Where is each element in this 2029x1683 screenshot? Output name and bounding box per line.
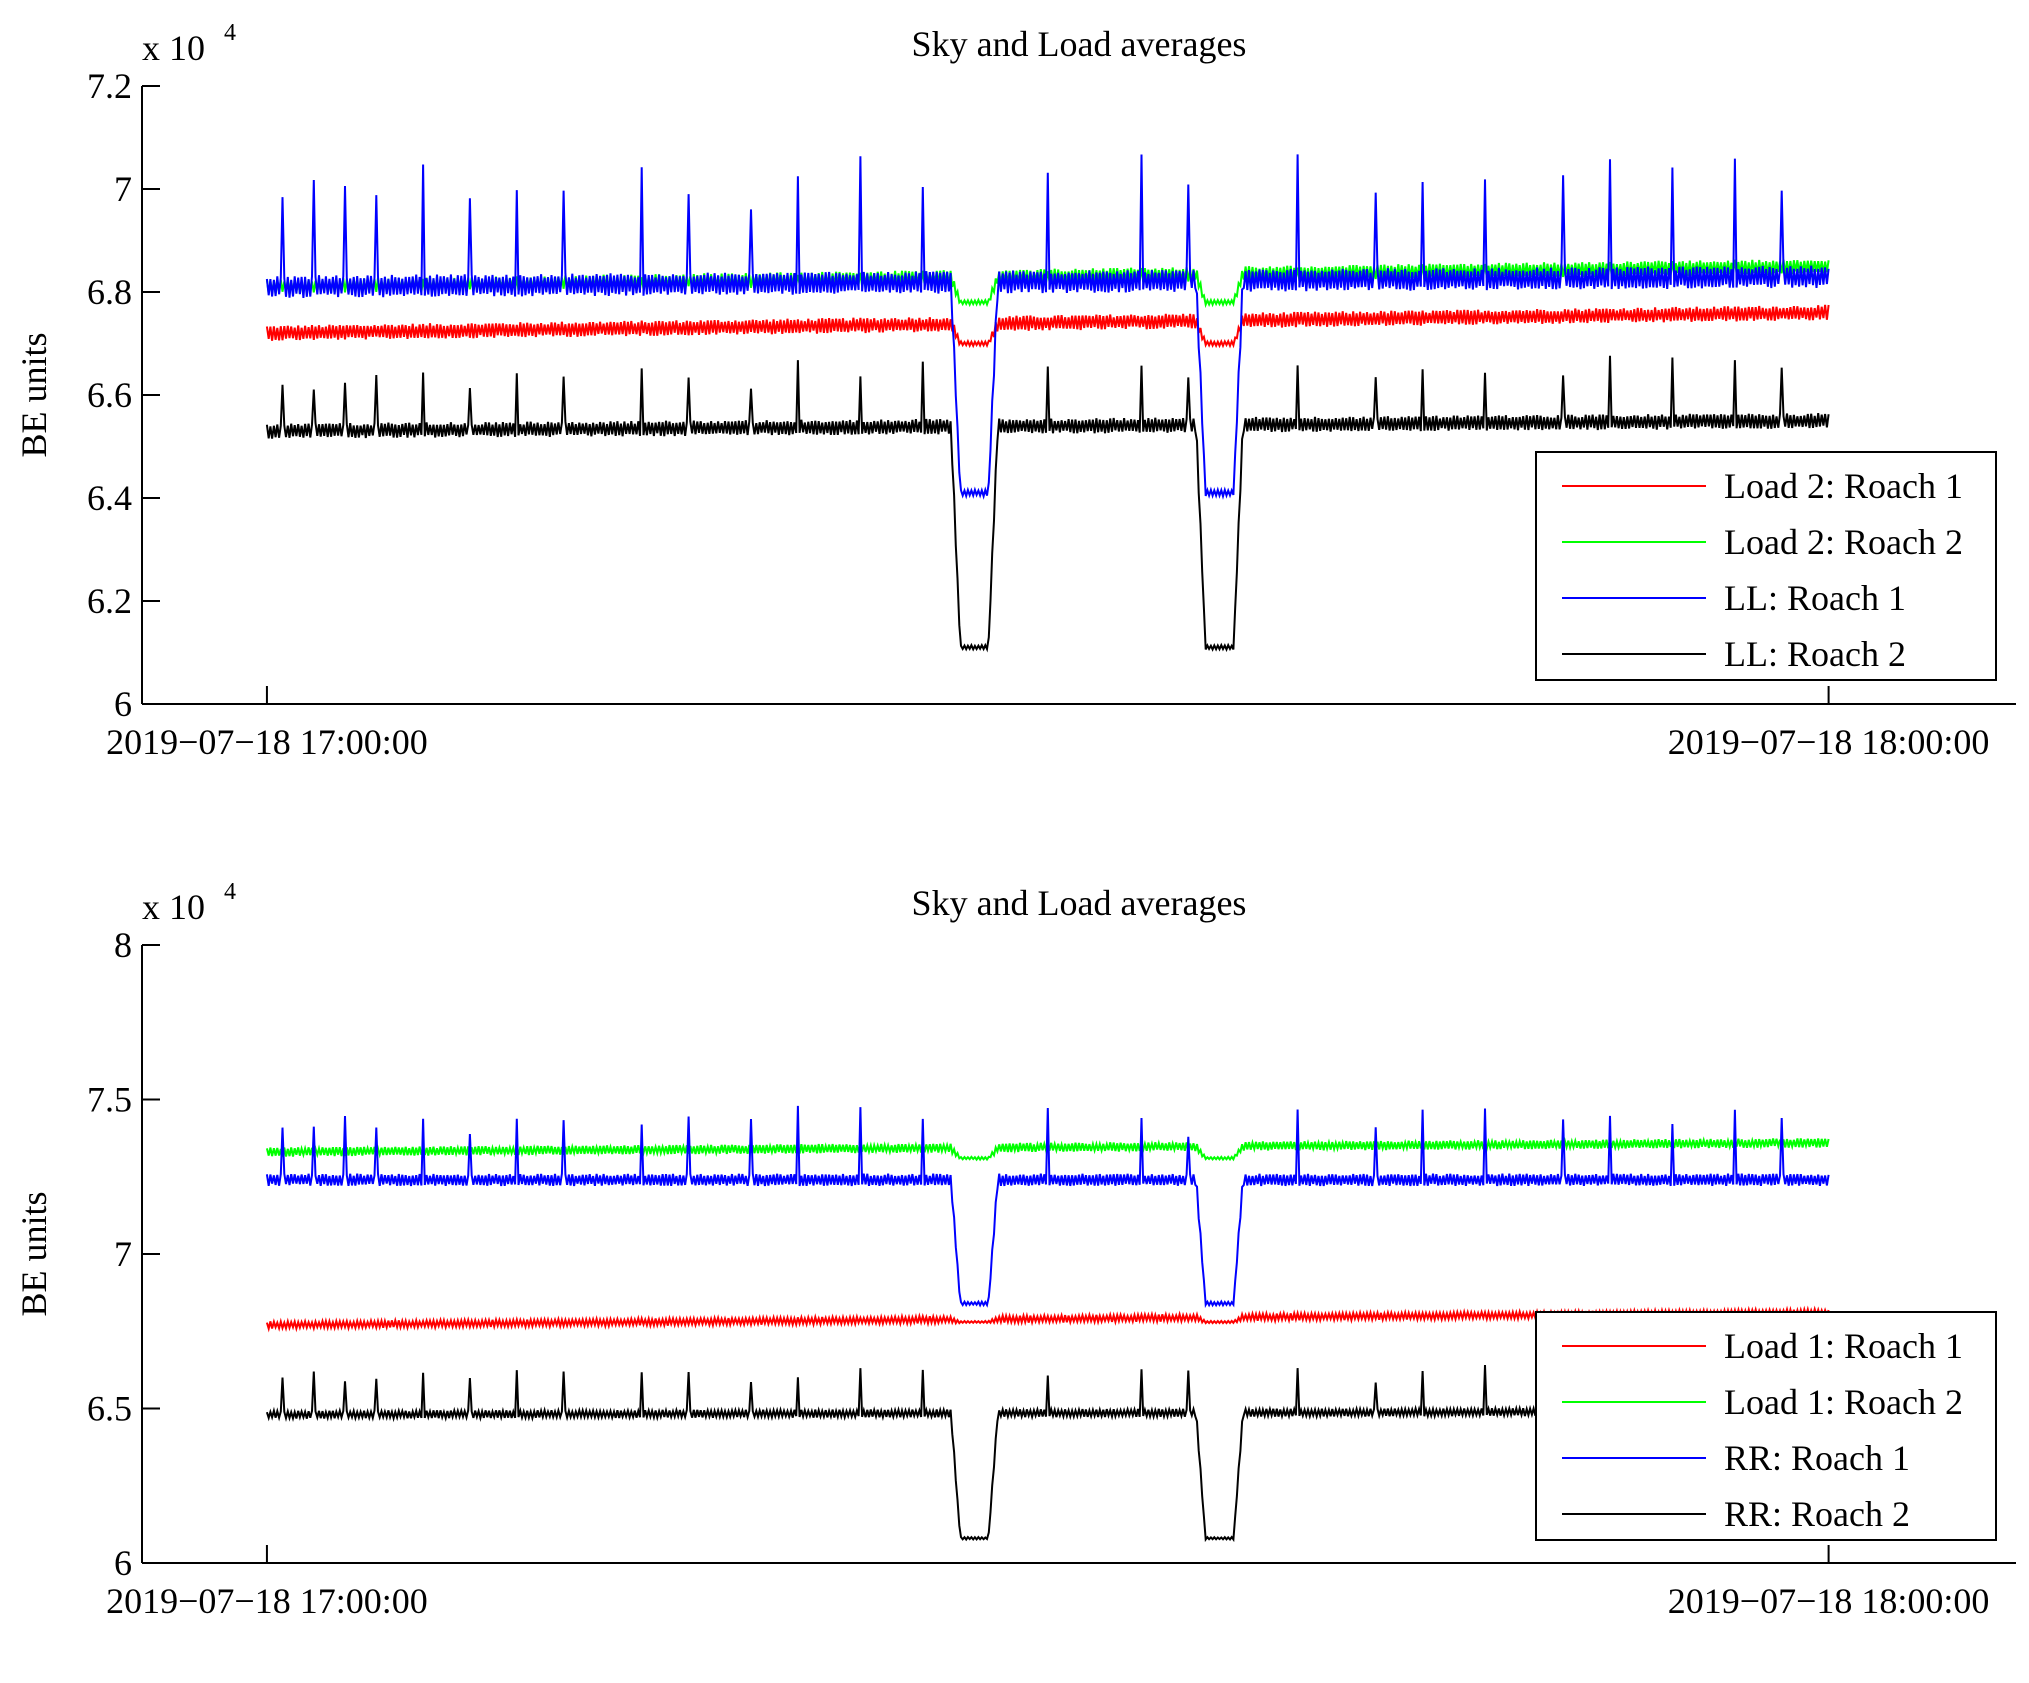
y-tick-label: 7 xyxy=(114,169,132,209)
y-exponent-power: 4 xyxy=(224,20,236,46)
y-tick-label: 6.2 xyxy=(87,581,132,621)
x-tick-label: 2019−07−18 17:00:00 xyxy=(106,722,428,762)
legend-label: Load 1: Roach 1 xyxy=(1724,1326,1963,1366)
y-exponent-label: x 10 xyxy=(142,887,205,927)
y-tick-label: 6.6 xyxy=(87,375,132,415)
y-tick-label: 6.4 xyxy=(87,478,132,518)
legend-label: Load 2: Roach 2 xyxy=(1724,522,1963,562)
series-line-load-2-roach-1 xyxy=(265,304,1830,349)
y-tick-label: 7.5 xyxy=(87,1080,132,1120)
x-tick-label: 2019−07−18 17:00:00 xyxy=(106,1581,428,1621)
series-line-ll-roach-2 xyxy=(265,355,1830,653)
chart-title: Sky and Load averages xyxy=(912,24,1247,64)
y-tick-label: 8 xyxy=(114,925,132,965)
legend-label: LL: Roach 1 xyxy=(1724,578,1906,618)
y-exponent-label: x 10 xyxy=(142,28,205,68)
y-tick-label: 6 xyxy=(114,684,132,724)
chart-title: Sky and Load averages xyxy=(912,883,1247,923)
y-tick-label: 6.8 xyxy=(87,272,132,312)
legend-label: Load 1: Roach 2 xyxy=(1724,1382,1963,1422)
x-tick-label: 2019−07−18 18:00:00 xyxy=(1668,722,1990,762)
legend-box xyxy=(1535,1311,1997,1541)
chart-panel-bottom: Sky and Load averages x 10 4 BE units 6 6.5 7 7… xyxy=(14,879,2016,1621)
series-line-ll-roach-1 xyxy=(265,154,1830,500)
legend: Load 1: Roach 1 Load 1: Roach 2 RR: Roach … xyxy=(1535,1311,1997,1541)
legend-label: RR: Roach 1 xyxy=(1724,1438,1910,1478)
series-line-rr-roach-1 xyxy=(265,1105,1830,1309)
legend: Load 2: Roach 1 Load 2: Roach 2 LL: Roach … xyxy=(1535,451,1997,681)
y-tick-label: 6.5 xyxy=(87,1389,132,1429)
y-axis-label: BE units xyxy=(14,332,54,457)
legend-label: RR: Roach 2 xyxy=(1724,1494,1910,1534)
legend-label: LL: Roach 2 xyxy=(1724,634,1906,674)
y-tick-label: 7 xyxy=(114,1234,132,1274)
y-tick-label: 7.2 xyxy=(87,66,132,106)
y-tick-label: 6 xyxy=(114,1543,132,1583)
legend-box xyxy=(1535,451,1997,681)
legend-label: Load 2: Roach 1 xyxy=(1724,466,1963,506)
y-axis-label: BE units xyxy=(14,1191,54,1316)
x-tick-label: 2019−07−18 18:00:00 xyxy=(1668,1581,1990,1621)
chart-panel-top: Sky and Load averages x 10 4 BE units 6 6.2 6.… xyxy=(14,20,2016,762)
y-exponent-power: 4 xyxy=(224,879,236,905)
